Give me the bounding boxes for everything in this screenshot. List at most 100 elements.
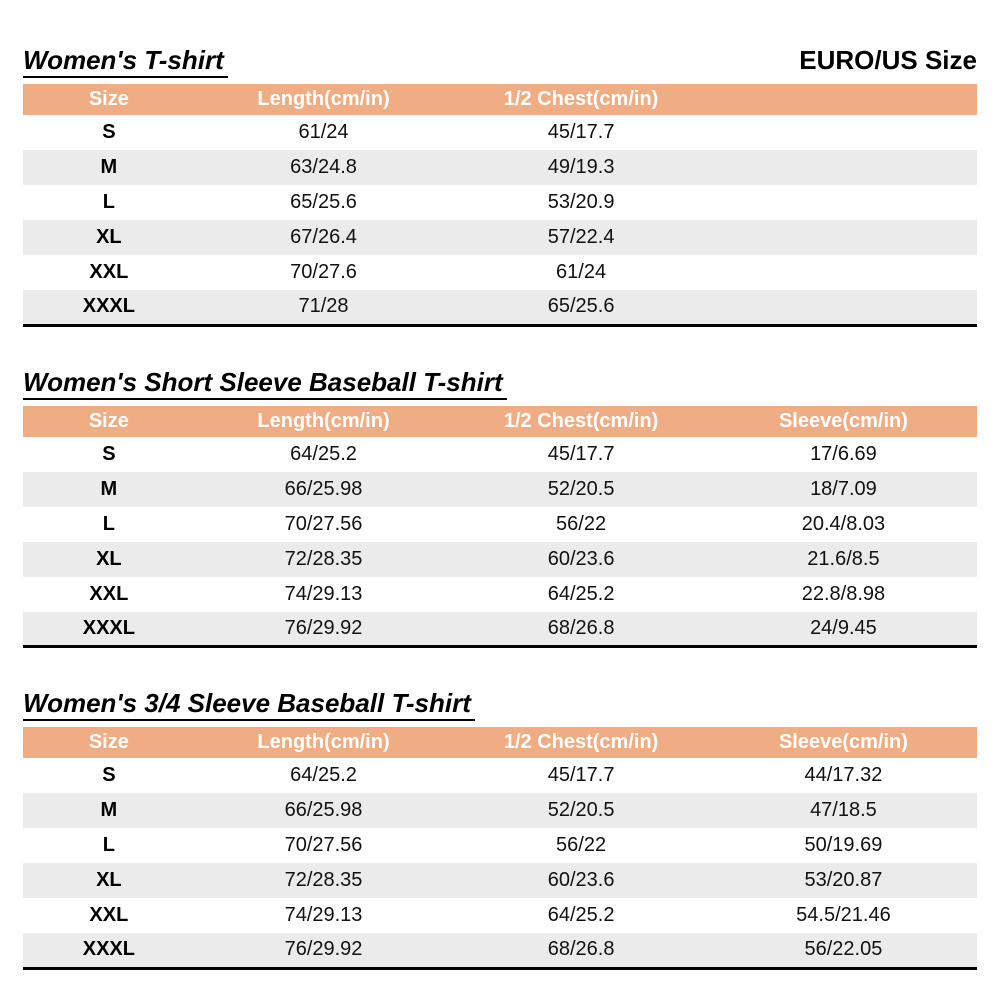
measurement-cell: 53/20.9	[547, 191, 615, 213]
measurement-cell: 56/22.05	[709, 933, 977, 968]
column-header: Sleeve(cm/in)	[709, 405, 977, 437]
measurement-cell: 61/24	[298, 121, 349, 143]
measurement-cell: 64/25.2	[547, 904, 615, 926]
measurement-cell: 72/28.35	[194, 541, 453, 577]
size-table-short-sleeve-baseball: Size Length(cm/in) 1/2 Chest(cm/in) Sleeve(…	[23, 405, 977, 648]
measurement-cell	[709, 150, 977, 185]
section-title-text: Women's 3/4 Sleeve Baseball T-shirt	[23, 688, 475, 721]
measurement-cell: 72/28.35	[194, 863, 453, 898]
table-row: XXXL 76/29.92 68/26.8 24/9.45	[23, 611, 977, 647]
measurement-cell: 68/26.8	[452, 611, 710, 647]
measurement-cell: 74/29.13	[284, 582, 363, 605]
size-cell: L	[102, 191, 115, 213]
measurement-cell	[710, 185, 977, 220]
measurement-cell: 61/24	[556, 261, 607, 283]
measurement-cell: 20.4/8.03	[801, 512, 886, 535]
section-head: Women's T-shirt EURO/US Size	[23, 45, 977, 78]
size-cell: S	[102, 764, 116, 786]
table-row: M 66/25.98 52/20.5 47/18.5	[23, 793, 977, 828]
column-header: Length(cm/in)	[194, 84, 453, 115]
size-cell: M	[23, 793, 195, 828]
size-cell: M	[23, 150, 195, 185]
measurement-cell: 65/25.6	[290, 191, 357, 213]
section-title: Women's T-shirt	[23, 45, 228, 78]
measurement-cell: 45/17.7	[547, 442, 615, 465]
measurement-cell: 22.8/8.98	[801, 582, 886, 605]
measurement-cell: 52/20.5	[452, 471, 710, 507]
column-header: Size	[23, 405, 195, 437]
measurement-cell: 70/27.6	[290, 261, 357, 283]
measurement-cell: 56/22	[556, 834, 607, 856]
measurement-cell: 70/27.56	[284, 512, 363, 535]
size-cell: XXXL	[23, 611, 195, 647]
measurement-cell: 52/20.5	[452, 793, 710, 828]
size-cell: L	[102, 512, 115, 535]
measurement-cell	[710, 255, 977, 290]
size-cell: XXL	[89, 261, 129, 283]
table-row: XL 67/26.4 57/22.4	[23, 220, 977, 255]
table-row: S 64/25.2 45/17.7 17/6.69	[23, 437, 977, 472]
measurement-cell: 74/29.13	[284, 904, 363, 926]
measurement-cell: 53/20.87	[709, 863, 977, 898]
table-row: M 66/25.98 52/20.5 18/7.09	[23, 471, 977, 507]
column-header: Sleeve(cm/in)	[709, 727, 977, 758]
measurement-cell: 70/27.56	[284, 834, 363, 856]
table-row: S 64/25.2 45/17.7 44/17.32	[23, 758, 977, 793]
column-header: 1/2 Chest(cm/in)	[452, 727, 710, 758]
table-row: XL 72/28.35 60/23.6 53/20.87	[23, 863, 977, 898]
measurement-cell	[709, 220, 977, 255]
measurement-cell: 66/25.98	[194, 471, 453, 507]
table-row: XXXL 76/29.92 68/26.8 56/22.05	[23, 933, 977, 968]
measurement-cell	[709, 290, 977, 325]
measurement-cell: 47/18.5	[709, 793, 977, 828]
section-title: Women's Short Sleeve Baseball T-shirt	[23, 367, 507, 400]
size-cell: XL	[23, 541, 195, 577]
column-header	[709, 84, 977, 115]
size-table-three-quarter-sleeve-baseball: Size Length(cm/in) 1/2 Chest(cm/in) Sleeve(…	[23, 727, 977, 970]
measurement-cell: 65/25.6	[452, 290, 710, 325]
table-row: M 63/24.8 49/19.3	[23, 150, 977, 185]
measurement-cell: 49/19.3	[452, 150, 710, 185]
table-row: XL 72/28.35 60/23.6 21.6/8.5	[23, 541, 977, 577]
size-cell: M	[23, 471, 195, 507]
column-header: 1/2 Chest(cm/in)	[452, 84, 710, 115]
size-cell: S	[102, 442, 116, 465]
table-row: XXL 74/29.13 64/25.2 54.5/21.46	[23, 898, 977, 933]
measurement-cell: 60/23.6	[452, 863, 710, 898]
measurement-cell: 18/7.09	[709, 471, 977, 507]
measurement-cell: 54.5/21.46	[796, 904, 891, 926]
table-row: L 70/27.56 56/22 20.4/8.03	[23, 507, 977, 542]
section-head: Women's Short Sleeve Baseball T-shirt	[23, 367, 977, 400]
size-table-womens-tshirt: Size Length(cm/in) 1/2 Chest(cm/in) S 61/24 4…	[23, 84, 977, 327]
measurement-cell: 60/23.6	[452, 541, 710, 577]
section-head: Women's 3/4 Sleeve Baseball T-shirt	[23, 688, 977, 721]
section-womens-tshirt: Women's T-shirt EURO/US Size Size Length(…	[23, 45, 977, 327]
table-row: L 70/27.56 56/22 50/19.69	[23, 828, 977, 863]
column-header: Length(cm/in)	[194, 405, 453, 437]
size-cell: XL	[23, 863, 195, 898]
measurement-cell: 56/22	[556, 512, 607, 535]
table-row: S 61/24 45/17.7	[23, 115, 977, 150]
size-cell: XXXL	[23, 933, 195, 968]
measurement-cell: 67/26.4	[194, 220, 453, 255]
size-cell: XXL	[89, 904, 129, 926]
column-header: 1/2 Chest(cm/in)	[452, 405, 710, 437]
column-header: Size	[23, 84, 195, 115]
measurement-cell: 76/29.92	[194, 933, 453, 968]
measurement-cell: 64/25.2	[290, 764, 357, 786]
measurement-cell: 45/17.7	[547, 764, 615, 786]
measurement-cell: 50/19.69	[804, 834, 883, 856]
column-header: Size	[23, 727, 195, 758]
measurement-cell	[710, 115, 977, 150]
measurement-cell: 57/22.4	[452, 220, 710, 255]
section-short-sleeve-baseball-tshirt: Women's Short Sleeve Baseball T-shirt Si…	[23, 367, 977, 648]
size-chart-sheet: Women's T-shirt EURO/US Size Size Length(…	[23, 45, 977, 970]
measurement-cell: 71/28	[194, 290, 453, 325]
measurement-cell: 17/6.69	[810, 442, 877, 465]
measurement-cell: 64/25.2	[547, 582, 615, 605]
measurement-cell: 66/25.98	[194, 793, 453, 828]
size-cell: S	[102, 121, 116, 143]
measurement-cell: 45/17.7	[547, 121, 615, 143]
measurement-cell: 63/24.8	[194, 150, 453, 185]
measurement-cell: 24/9.45	[709, 611, 977, 647]
